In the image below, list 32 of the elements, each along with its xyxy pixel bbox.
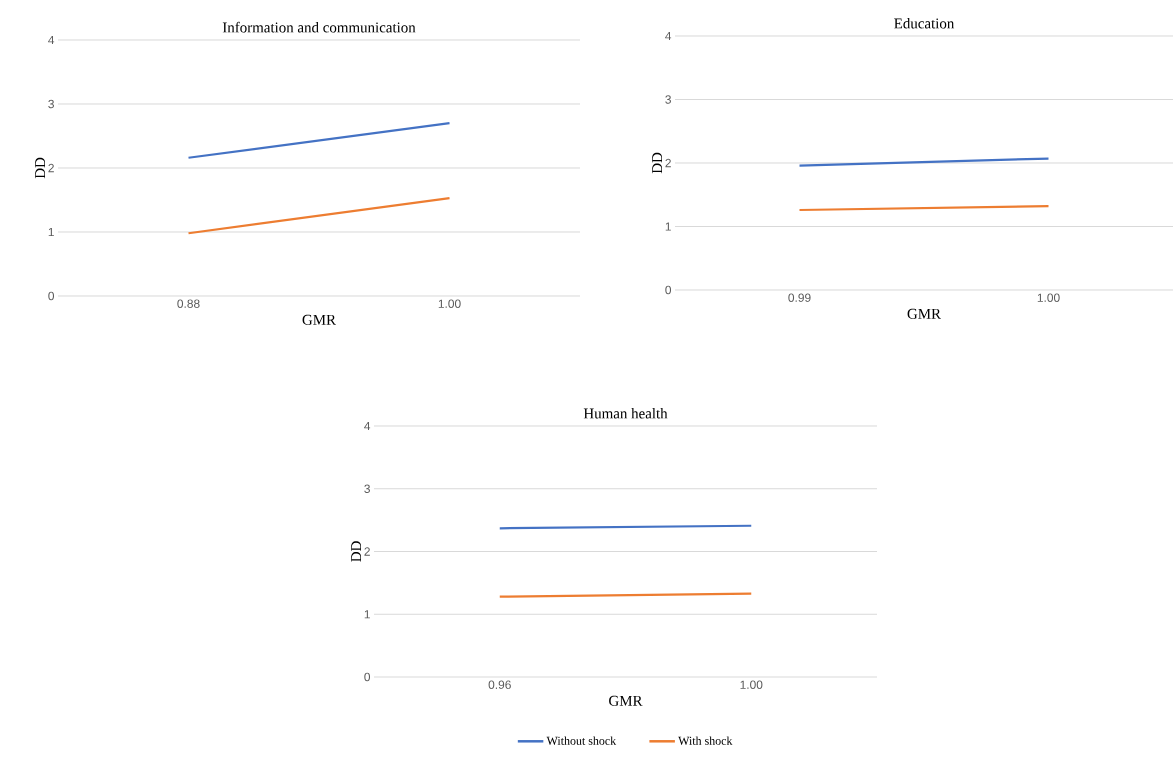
y-tick-label: 3 bbox=[364, 484, 370, 493]
x-tick-label: 1.00 bbox=[740, 680, 763, 689]
chart-title: Education bbox=[894, 17, 955, 29]
x-tick-label: 0.99 bbox=[788, 293, 811, 302]
x-tick-label: 1.00 bbox=[438, 299, 461, 308]
x-tick-label: 0.88 bbox=[177, 299, 200, 308]
y-axis-title: DD bbox=[35, 157, 45, 179]
y-tick-label: 1 bbox=[364, 610, 370, 619]
y-tick-label: 1 bbox=[48, 227, 54, 237]
x-tick-label: 1.00 bbox=[1037, 293, 1060, 302]
y-tick-label: 1 bbox=[665, 222, 671, 231]
y-tick-label: 4 bbox=[665, 31, 672, 41]
x-axis-title: GMR bbox=[609, 695, 643, 706]
x-tick-label: 0.96 bbox=[488, 680, 511, 689]
y-tick-label: 4 bbox=[364, 421, 371, 431]
y-tick-label: 2 bbox=[48, 163, 54, 173]
y-axis-title: DD bbox=[351, 541, 361, 562]
chart-title: Information and communication bbox=[222, 21, 416, 33]
y-tick-label: 2 bbox=[364, 547, 370, 556]
y-tick-label: 0 bbox=[364, 672, 371, 682]
x-axis-title: GMR bbox=[302, 314, 336, 325]
y-axis-title: DD bbox=[652, 152, 662, 174]
legend-label: Without shock bbox=[546, 736, 617, 745]
y-tick-label: 2 bbox=[665, 158, 671, 168]
y-tick-label: 0 bbox=[665, 285, 672, 295]
y-tick-label: 0 bbox=[48, 291, 55, 301]
legend-label: With shock bbox=[678, 736, 733, 745]
x-axis-title: GMR bbox=[907, 308, 941, 319]
y-tick-label: 3 bbox=[48, 99, 54, 109]
y-tick-label: 4 bbox=[48, 35, 55, 45]
y-tick-label: 3 bbox=[665, 95, 671, 104]
chart-title: Human health bbox=[583, 407, 668, 419]
